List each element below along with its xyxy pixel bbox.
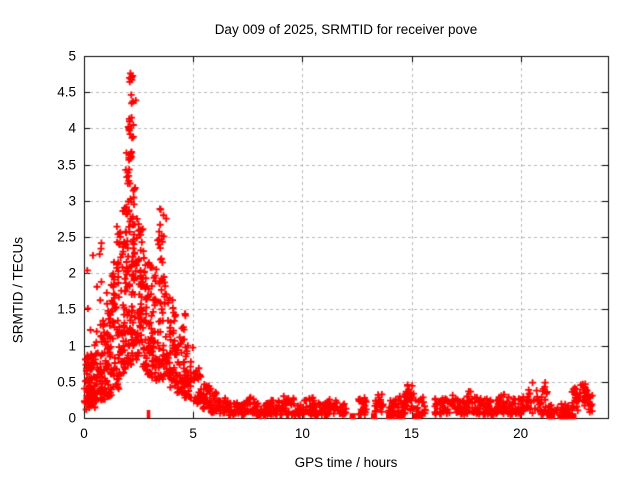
x-tick-label: 20 xyxy=(513,426,529,441)
y-axis-title-text: SRMTID / TECUs xyxy=(10,236,25,344)
y-tick-label: 1 xyxy=(68,338,76,354)
x-tick-label: 10 xyxy=(294,426,310,441)
y-tick-label: 3 xyxy=(68,193,76,209)
chart-title: Day 009 of 2025, SRMTID for receiver pov… xyxy=(214,22,478,37)
y-tick-label: 5 xyxy=(68,48,76,64)
y-tick-label: 2 xyxy=(68,265,76,281)
x-axis-title: GPS time / hours xyxy=(294,455,398,470)
y-tick-label: 4 xyxy=(68,120,76,136)
y-tick-label: 4.5 xyxy=(57,84,76,100)
y-tick-label: 0 xyxy=(68,410,76,426)
x-tick-label: 5 xyxy=(189,426,197,441)
y-tick-label: 0.5 xyxy=(57,374,76,390)
y-tick-label: 1.5 xyxy=(57,301,76,317)
x-tick-label: 15 xyxy=(403,426,420,441)
y-tick-label: 3.5 xyxy=(57,157,76,173)
x-tick-label: 0 xyxy=(80,426,88,441)
y-tick-label: 2.5 xyxy=(57,229,76,245)
